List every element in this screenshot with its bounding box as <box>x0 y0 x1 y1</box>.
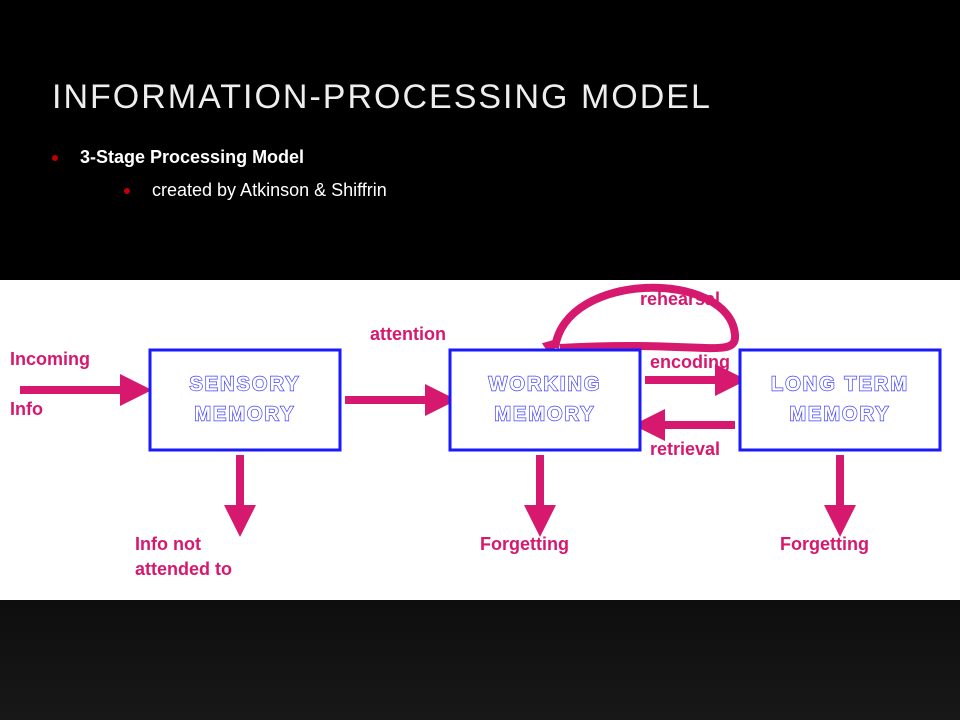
label-rehearsal: rehearsal <box>640 289 720 309</box>
bullet-level-1: 3-Stage Processing Model <box>52 147 960 168</box>
node-working <box>450 350 640 450</box>
svg-text:MEMORY: MEMORY <box>789 403 890 425</box>
svg-text:WORKING: WORKING <box>489 373 602 395</box>
label-incoming2: Info <box>10 399 43 419</box>
bullet-level-1-text: 3-Stage Processing Model <box>80 147 304 168</box>
node-sensory <box>150 350 340 450</box>
svg-text:MEMORY: MEMORY <box>494 403 595 425</box>
node-longterm <box>740 350 940 450</box>
bullet-dot-icon <box>124 188 130 194</box>
label-attention: attention <box>370 324 446 344</box>
label-encoding: encoding <box>650 352 730 372</box>
bullet-level-2: created by Atkinson & Shiffrin <box>52 168 960 201</box>
label-notattended1: Info not <box>135 534 201 554</box>
bullet-list: 3-Stage Processing Model created by Atki… <box>0 117 960 201</box>
label-forgetting1: Forgetting <box>480 534 569 554</box>
label-incoming1: Incoming <box>10 349 90 369</box>
svg-text:MEMORY: MEMORY <box>194 403 295 425</box>
label-retrieval: retrieval <box>650 439 720 459</box>
bullet-level-2-text: created by Atkinson & Shiffrin <box>152 180 387 201</box>
svg-text:SENSORY: SENSORY <box>189 373 300 395</box>
bullet-dot-icon <box>52 155 58 161</box>
slide-title: INFORMATION-PROCESSING MODEL <box>0 0 960 117</box>
memory-model-diagram: SENSORYSENSORYMEMORYMEMORYWORKINGWORKING… <box>0 280 960 600</box>
svg-text:LONG TERM: LONG TERM <box>771 373 909 395</box>
label-notattended2: attended to <box>135 559 232 579</box>
label-forgetting2: Forgetting <box>780 534 869 554</box>
